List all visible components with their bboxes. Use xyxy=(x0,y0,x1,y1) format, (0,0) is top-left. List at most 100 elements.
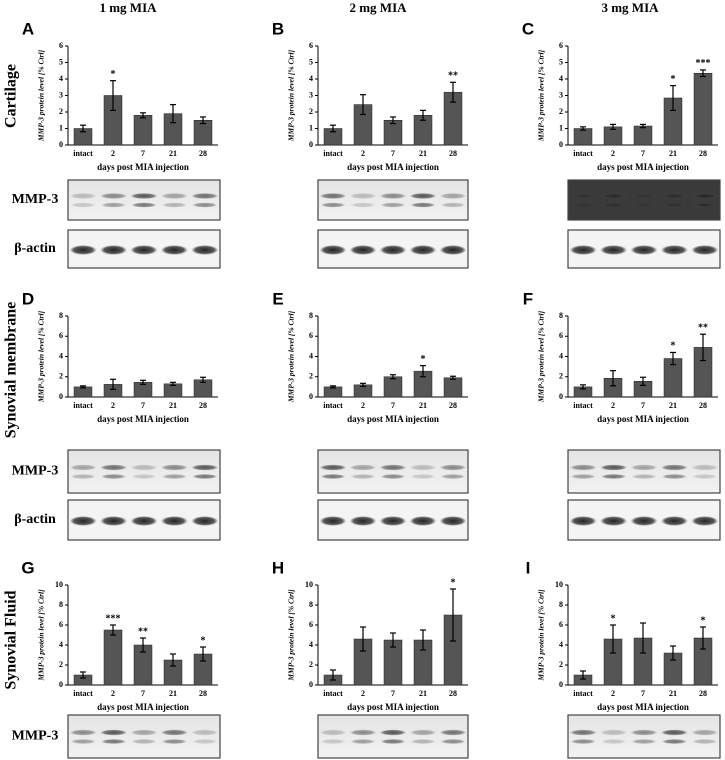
blot-band xyxy=(440,474,466,479)
y-tick-label: 4 xyxy=(559,351,563,360)
bar xyxy=(383,376,403,398)
blot-image xyxy=(317,179,469,221)
y-tick-label: 2 xyxy=(309,660,313,669)
blot-band xyxy=(100,474,127,479)
blot-band xyxy=(661,474,688,479)
y-axis-label: MMP-3 protein level [% Ctrl] xyxy=(37,310,46,403)
x-tick-label: 28 xyxy=(699,401,707,410)
y-tick-label: 6 xyxy=(559,41,563,50)
blot-band xyxy=(569,245,597,255)
blot-band xyxy=(70,202,96,208)
blot-band xyxy=(379,245,407,255)
blot-band xyxy=(600,202,627,208)
y-tick-label: 6 xyxy=(59,620,63,629)
significance: * xyxy=(111,69,116,80)
y-tick-label: 2 xyxy=(559,107,563,116)
blot-band xyxy=(599,193,628,199)
blot-band xyxy=(69,464,97,471)
blot-band xyxy=(599,516,628,526)
blot-band xyxy=(160,516,189,526)
blot-band xyxy=(99,729,128,736)
x-tick-label: 7 xyxy=(641,149,645,158)
blot-band xyxy=(69,729,97,736)
y-tick-label: 0 xyxy=(59,140,63,149)
y-tick-label: 5 xyxy=(309,57,313,66)
blot-band xyxy=(320,739,346,744)
blot-band xyxy=(409,516,437,526)
blot-band xyxy=(131,739,157,744)
y-tick-label: 0 xyxy=(309,392,313,401)
significance: ** xyxy=(448,71,458,82)
blot-band xyxy=(161,739,188,744)
blot-band xyxy=(570,202,596,208)
significance: * xyxy=(671,341,676,352)
blot-image xyxy=(567,449,721,494)
x-tick-label: 2 xyxy=(361,689,365,698)
blot-band xyxy=(130,193,158,199)
blot-band xyxy=(409,729,437,736)
blot-band xyxy=(319,193,347,199)
blot-band xyxy=(410,202,436,208)
row-label: Cartilage xyxy=(3,64,20,128)
significance: * xyxy=(611,613,616,624)
blot-band xyxy=(320,202,346,208)
blot-band xyxy=(661,202,688,208)
y-tick-label: 2 xyxy=(59,660,63,669)
x-tick-label: 2 xyxy=(111,401,115,410)
y-tick-label: 0 xyxy=(559,392,563,401)
y-tick-label: 4 xyxy=(309,640,313,649)
y-tick-label: 6 xyxy=(59,331,63,340)
x-tick-label: 2 xyxy=(111,149,115,158)
blot-band xyxy=(691,193,719,199)
y-tick-label: 4 xyxy=(309,351,313,360)
blot-band xyxy=(379,729,407,736)
x-tick-label: 7 xyxy=(641,401,645,410)
x-tick-label: intact xyxy=(73,149,93,158)
blot-band xyxy=(130,516,158,526)
panel-letter: F xyxy=(523,289,533,308)
blot-band xyxy=(692,739,718,744)
blot-band xyxy=(99,464,128,471)
blot-band xyxy=(379,193,407,199)
blot-band xyxy=(70,739,96,744)
y-tick-label: 8 xyxy=(59,311,63,320)
panel-letter: I xyxy=(526,558,531,577)
blot-band xyxy=(379,516,407,526)
blot-band xyxy=(160,464,189,471)
x-tick-label: 21 xyxy=(419,149,427,158)
blot-band xyxy=(660,464,689,471)
blot-band xyxy=(160,193,189,199)
blot-band xyxy=(692,474,718,479)
blot-band xyxy=(100,202,127,208)
blot-band xyxy=(69,245,97,255)
blot-band xyxy=(439,729,467,736)
blot-band xyxy=(319,729,347,736)
significance: *** xyxy=(106,613,121,624)
blot-band xyxy=(630,193,658,199)
blot-band xyxy=(599,729,628,736)
blot-band xyxy=(350,474,376,479)
blot-band xyxy=(439,193,467,199)
y-tick-label: 3 xyxy=(59,90,63,99)
blot-band xyxy=(349,245,377,255)
y-tick-label: 0 xyxy=(309,140,313,149)
blot-band xyxy=(379,464,407,471)
x-tick-label: 21 xyxy=(669,149,677,158)
y-tick-label: 4 xyxy=(59,640,63,649)
y-tick-label: 8 xyxy=(309,600,313,609)
blot-band xyxy=(350,739,376,744)
y-axis-label: MMP-3 protein level [% Ctrl] xyxy=(537,310,546,403)
y-tick-label: 5 xyxy=(559,57,563,66)
y-tick-label: 1 xyxy=(309,123,313,132)
bar xyxy=(133,115,153,146)
x-tick-label: 28 xyxy=(699,149,707,158)
x-axis-label: days post MIA injection xyxy=(597,162,689,172)
y-tick-label: 2 xyxy=(309,372,313,381)
x-axis-label: days post MIA injection xyxy=(347,414,439,424)
blot-band xyxy=(409,245,437,255)
panel-letter: D xyxy=(22,289,34,308)
y-axis-label: MMP-3 protein level [% Ctrl] xyxy=(287,310,296,403)
blot-band xyxy=(191,245,219,255)
x-tick-label: intact xyxy=(573,689,593,698)
x-tick-label: 7 xyxy=(391,149,395,158)
